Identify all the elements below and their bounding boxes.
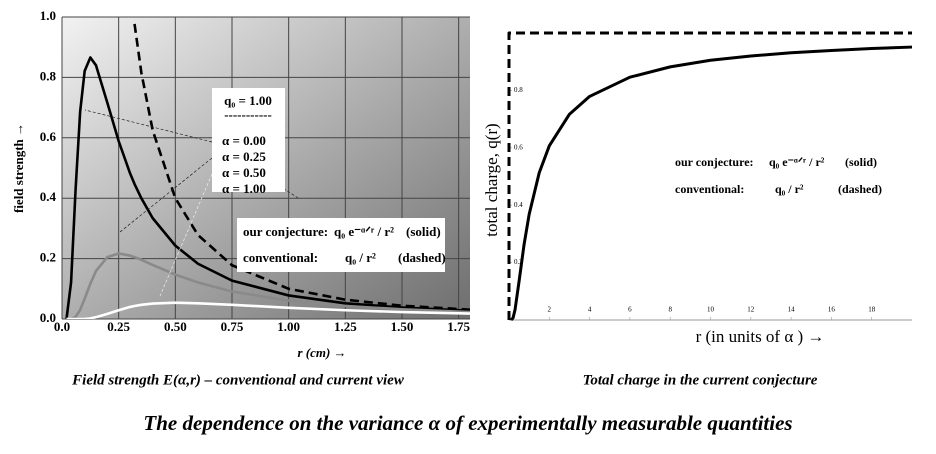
annotation: q₀ / r² bbox=[775, 182, 804, 196]
caption: Total charge in the current conjecture bbox=[583, 372, 818, 388]
x-tick-label: 0.0 bbox=[54, 319, 70, 334]
x-tick-label: 16 bbox=[828, 306, 836, 314]
x-tick-label: 0.75 bbox=[221, 319, 244, 334]
legend-separator: ----------- bbox=[224, 107, 272, 122]
x-tick-label: 14 bbox=[788, 306, 796, 314]
series-line bbox=[66, 301, 470, 319]
annotation-box bbox=[237, 218, 445, 272]
x-tick-label: 12 bbox=[747, 306, 755, 314]
y-tick-label: 1.0 bbox=[40, 8, 56, 23]
x-tick-label: 0.25 bbox=[107, 319, 130, 334]
annotation: our conjecture: bbox=[675, 155, 754, 169]
legend-label: α = 0.25 bbox=[222, 149, 266, 164]
y-tick-label: 0.6 bbox=[514, 143, 523, 151]
x-tick-label: 8 bbox=[668, 306, 672, 314]
x-tick-label: 10 bbox=[707, 306, 715, 314]
x-tick-label: 1.50 bbox=[391, 319, 414, 334]
series-line bbox=[133, 23, 470, 311]
annotation: conventional: bbox=[243, 250, 318, 265]
annotation: (solid) bbox=[845, 155, 877, 169]
x-axis-label: r (in units of α ) → bbox=[696, 327, 825, 346]
x-axis-label: r (cm) → bbox=[297, 345, 346, 360]
y-tick-label: 0.0 bbox=[40, 310, 56, 325]
annotation: (dashed) bbox=[838, 182, 882, 196]
series-line bbox=[65, 56, 470, 319]
x-tick-label: 1.25 bbox=[334, 319, 357, 334]
y-tick-label: 0.8 bbox=[514, 86, 523, 94]
legend-box bbox=[212, 88, 285, 192]
x-tick-label: 6 bbox=[628, 306, 632, 314]
annotation: q₀ e⁻ᵅᐟʳ / r² bbox=[769, 155, 825, 169]
annotation: conventional: bbox=[675, 182, 744, 196]
annotation: (solid) bbox=[406, 224, 441, 239]
annotation: (dashed) bbox=[398, 250, 446, 265]
y-tick-label: 0.4 bbox=[40, 189, 57, 204]
x-tick-label: 2 bbox=[548, 306, 552, 314]
legend-label: α = 0.00 bbox=[222, 133, 266, 148]
legend-label: α = 1.00 bbox=[222, 181, 266, 196]
y-tick-label: 0.6 bbox=[40, 129, 57, 144]
series-line bbox=[509, 45, 913, 322]
figure-caption: The dependence on the variance α of expe… bbox=[143, 411, 792, 435]
y-tick-label: 0.2 bbox=[514, 258, 523, 266]
series-line bbox=[507, 31, 912, 320]
x-tick-label: 1.00 bbox=[277, 319, 300, 334]
caption: Field strength E(α,r) – conventional and… bbox=[71, 372, 405, 388]
x-tick-label: 18 bbox=[868, 306, 876, 314]
annotation: q₀ / r² bbox=[345, 250, 376, 265]
y-tick-label: 0.8 bbox=[40, 68, 57, 83]
y-tick-label: 0.2 bbox=[40, 250, 56, 265]
legend-title: q₀ = 1.00 bbox=[224, 93, 272, 108]
x-tick-label: 1.75 bbox=[447, 319, 470, 334]
x-tick-label: 4 bbox=[588, 306, 592, 314]
annotation: q₀ e⁻ᵅᐟʳ / r² bbox=[334, 224, 394, 239]
legend-label: α = 0.50 bbox=[222, 165, 266, 180]
series-line bbox=[66, 252, 470, 319]
annotation: our conjecture: bbox=[243, 224, 328, 239]
y-tick-label: 0.4 bbox=[514, 201, 523, 209]
y-axis-label: field strength → bbox=[11, 123, 26, 213]
y-axis-label: total charge, q(r) bbox=[482, 123, 501, 236]
x-tick-label: 0.50 bbox=[164, 319, 187, 334]
